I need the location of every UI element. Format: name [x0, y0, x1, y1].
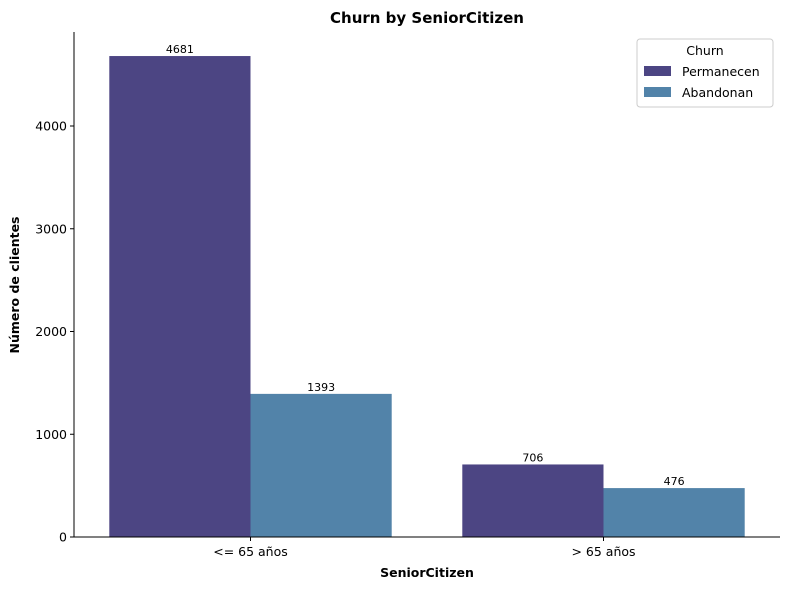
bars-group: [109, 56, 745, 537]
x-axis: <= 65 años > 65 años: [74, 536, 780, 559]
y-tick-label: 0: [59, 530, 67, 545]
bar-abandonan-1: [603, 488, 745, 537]
x-tick-label: <= 65 años: [213, 544, 288, 559]
y-tick-label: 4000: [35, 119, 67, 134]
legend: Churn Permanecen Abandonan: [636, 38, 774, 108]
x-tick-label: > 65 años: [571, 544, 635, 559]
legend-entry-abandonan: Abandonan: [682, 85, 753, 100]
data-labels-group: 4681 1393 706 476: [166, 43, 685, 488]
bar-abandonan-0: [250, 393, 392, 537]
data-label: 1393: [307, 381, 335, 394]
chart-title: Churn by SeniorCitizen: [330, 9, 524, 27]
y-tick-label: 2000: [35, 324, 67, 339]
bar-permanecen-0: [109, 56, 251, 537]
legend-swatch-abandonan: [644, 87, 671, 97]
y-tick-label: 3000: [35, 221, 67, 236]
x-axis-label: SeniorCitizen: [380, 565, 474, 580]
data-label: 476: [664, 475, 685, 488]
data-label: 706: [522, 451, 543, 464]
y-tick-label: 1000: [35, 427, 67, 442]
bar-permanecen-1: [462, 464, 604, 537]
legend-swatch-permanecen: [644, 66, 671, 76]
legend-entry-permanecen: Permanecen: [682, 64, 760, 79]
legend-title: Churn: [686, 43, 723, 58]
data-label: 4681: [166, 43, 194, 56]
y-axis-label: Número de clientes: [7, 217, 22, 354]
y-axis: 0 1000 2000 3000 4000: [35, 32, 75, 545]
